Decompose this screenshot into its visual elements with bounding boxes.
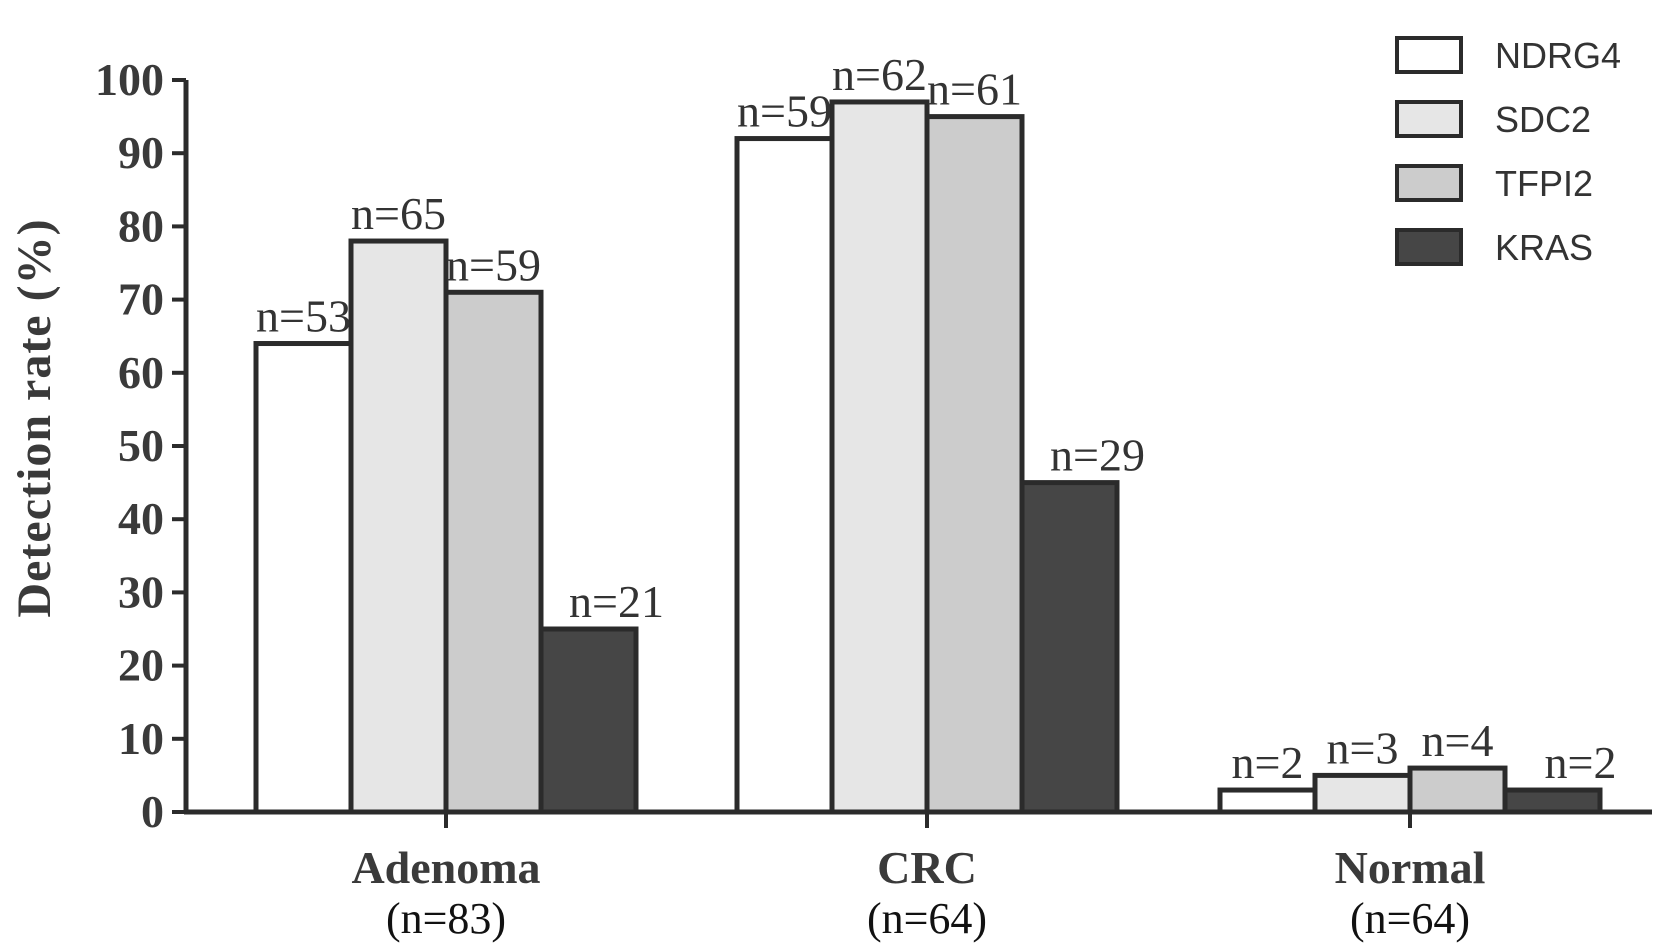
y-tick-label: 70 xyxy=(118,274,164,325)
y-tick-label: 0 xyxy=(141,786,164,837)
y-tick-label: 80 xyxy=(118,200,164,251)
data-label: n=59 xyxy=(737,86,832,137)
data-label: n=61 xyxy=(927,64,1022,115)
bars xyxy=(253,99,1603,815)
category-label: CRC xyxy=(877,842,977,893)
category-label: Adenoma xyxy=(351,842,540,893)
data-label: n=4 xyxy=(1422,715,1494,766)
legend-label-tfpi2: TFPI2 xyxy=(1495,163,1593,204)
y-tick-label: 20 xyxy=(118,640,164,691)
y-tick-label: 90 xyxy=(118,127,164,178)
y-tick-label: 10 xyxy=(118,713,164,764)
data-labels: n=53n=65n=59n=21n=59n=62 n=61n=29n=2 n=3 n=… xyxy=(256,49,1616,788)
legend-swatch-ndrg4 xyxy=(1395,36,1463,74)
data-label: n=62 xyxy=(832,49,927,100)
bar-tfpi2-normal xyxy=(1407,765,1508,815)
legend: NDRG4 SDC2 TFPI2 KRAS xyxy=(1395,35,1621,268)
bar-sdc2-adenoma xyxy=(348,238,449,815)
bar-ndrg4-crc xyxy=(734,136,835,815)
bar-sdc2-crc xyxy=(829,99,930,815)
data-label: n=65 xyxy=(351,188,446,239)
y-tick-label: 60 xyxy=(118,347,164,398)
data-label: n=3 xyxy=(1327,722,1399,773)
bar-kras-adenoma xyxy=(538,626,639,815)
bar-kras-normal xyxy=(1502,787,1603,815)
data-label: n=59 xyxy=(446,239,541,290)
bar-sdc2-normal xyxy=(1312,772,1413,815)
bar-tfpi2-adenoma xyxy=(443,289,544,815)
data-label: n=29 xyxy=(1050,430,1145,481)
data-label: n=53 xyxy=(256,291,351,342)
bar-tfpi2-crc xyxy=(924,114,1025,815)
y-tick-label: 40 xyxy=(118,493,164,544)
y-axis-label: Detection rate (%) xyxy=(8,218,61,617)
bar-ndrg4-normal xyxy=(1217,787,1318,815)
data-label: n=2 xyxy=(1232,737,1304,788)
y-tick-label: 50 xyxy=(118,420,164,471)
bar-ndrg4-adenoma xyxy=(253,341,354,815)
y-tick-label: 100 xyxy=(95,54,164,105)
bar-kras-crc xyxy=(1019,480,1120,815)
data-label: n=2 xyxy=(1545,737,1617,788)
category-sublabel: (n=64) xyxy=(867,894,987,943)
category-sublabel: (n=83) xyxy=(386,894,506,943)
category-label: Normal xyxy=(1335,842,1486,893)
y-tick-label: 30 xyxy=(118,566,164,617)
legend-label-kras: KRAS xyxy=(1495,227,1593,268)
legend-label-ndrg4: NDRG4 xyxy=(1495,35,1621,76)
legend-label-sdc2: SDC2 xyxy=(1495,99,1591,140)
legend-swatch-tfpi2 xyxy=(1395,164,1463,202)
axes: 0102030405060708090100Adenoma(n=83)CRC(n… xyxy=(95,54,1652,943)
legend-swatch-kras xyxy=(1395,228,1463,266)
category-sublabel: (n=64) xyxy=(1350,894,1470,943)
legend-swatch-sdc2 xyxy=(1395,100,1463,138)
data-label: n=21 xyxy=(569,576,664,627)
